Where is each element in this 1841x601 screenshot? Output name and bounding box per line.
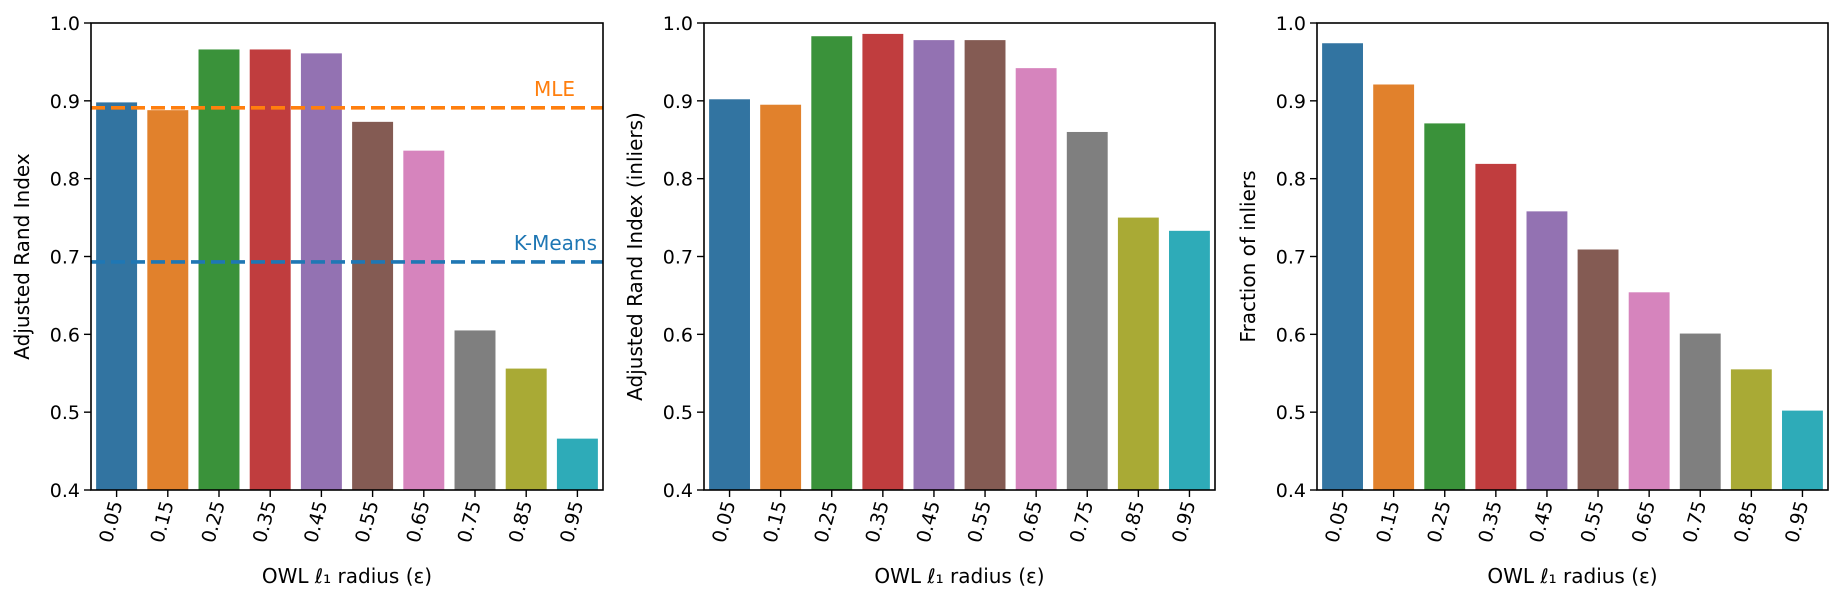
x-tick-label: 0.95 bbox=[1781, 499, 1813, 546]
y-tick-label: 0.5 bbox=[50, 402, 80, 424]
y-tick-label: 0.6 bbox=[663, 324, 693, 346]
y-tick-label: 0.9 bbox=[50, 91, 80, 113]
y-tick-label: 0.8 bbox=[663, 169, 693, 191]
x-tick-label: 0.65 bbox=[402, 499, 434, 546]
bar-0.25 bbox=[811, 36, 853, 490]
bar-0.55 bbox=[1577, 249, 1619, 490]
y-axis-label: Fraction of inliers bbox=[1236, 170, 1260, 342]
y-tick-label: 0.8 bbox=[1276, 169, 1306, 191]
bar-0.45 bbox=[913, 40, 955, 491]
x-tick-label: 0.25 bbox=[1423, 499, 1455, 546]
bar-0.95 bbox=[1169, 230, 1210, 490]
bar-0.65 bbox=[1015, 68, 1057, 490]
y-tick-label: 0.6 bbox=[1276, 324, 1306, 346]
x-tick-label: 0.45 bbox=[300, 499, 332, 546]
x-tick-label: 0.15 bbox=[759, 499, 791, 546]
bar-0.05 bbox=[709, 99, 750, 490]
bar-0.15 bbox=[147, 110, 189, 491]
x-tick-label: 0.45 bbox=[913, 499, 945, 546]
y-tick-label: 0.4 bbox=[663, 480, 693, 502]
x-axis-label: OWL ℓ₁ radius (ε) bbox=[262, 564, 432, 588]
reference-label-k-means: K-Means bbox=[514, 231, 597, 255]
x-tick-label: 0.85 bbox=[505, 499, 537, 546]
x-tick-label: 0.05 bbox=[708, 499, 740, 546]
bar-0.65 bbox=[1628, 292, 1670, 490]
x-tick-label: 0.05 bbox=[95, 499, 127, 546]
chart-panel-1: MLE K-Means 0.4 0.5 0.6 0.7 0.8 0.9 1.0 0.05 0.15 0… bbox=[10, 13, 604, 588]
x-tick-label: 0.05 bbox=[1321, 499, 1353, 546]
bar-0.05 bbox=[96, 102, 138, 490]
bar-0.85 bbox=[1117, 217, 1159, 490]
y-tick-label: 0.7 bbox=[50, 247, 80, 269]
x-tick-label: 0.85 bbox=[1730, 499, 1762, 546]
x-axis-label: OWL ℓ₁ radius (ε) bbox=[1487, 564, 1657, 588]
bar-0.45 bbox=[300, 53, 342, 491]
x-tick-label: 0.35 bbox=[861, 499, 893, 546]
y-tick-label: 0.7 bbox=[1276, 247, 1306, 269]
reference-label-mle: MLE bbox=[534, 77, 575, 101]
y-tick-label: 0.9 bbox=[1276, 91, 1306, 113]
chart-panel-2: 0.4 0.5 0.6 0.7 0.8 0.9 1.0 0.05 0.15 0.25 0.35 0.4… bbox=[623, 13, 1216, 588]
x-tick-label: 0.75 bbox=[454, 499, 486, 546]
bar-0.95 bbox=[556, 438, 598, 490]
bar-0.55 bbox=[964, 40, 1006, 491]
x-tick-label: 0.55 bbox=[351, 499, 383, 546]
x-tick-label: 0.95 bbox=[1168, 499, 1200, 546]
bar-0.75 bbox=[454, 330, 496, 490]
x-tick-label: 0.25 bbox=[198, 499, 230, 546]
x-tick-label: 0.65 bbox=[1628, 499, 1660, 546]
x-tick-label: 0.25 bbox=[810, 499, 842, 546]
y-axis-label: Adjusted Rand Index bbox=[10, 153, 34, 360]
bar-0.35 bbox=[1475, 163, 1517, 490]
y-tick-label: 0.9 bbox=[663, 91, 693, 113]
bar-0.25 bbox=[198, 49, 240, 491]
y-tick-label: 0.7 bbox=[663, 247, 693, 269]
y-tick-label: 0.5 bbox=[1276, 402, 1306, 424]
x-tick-label: 0.35 bbox=[249, 499, 281, 546]
x-tick-label: 0.55 bbox=[1577, 499, 1609, 546]
bar-0.35 bbox=[249, 49, 291, 491]
y-axis-label: Adjusted Rand Index (inliers) bbox=[623, 112, 647, 401]
x-tick-label: 0.95 bbox=[556, 499, 588, 546]
x-tick-label: 0.55 bbox=[964, 499, 996, 546]
x-tick-label: 0.35 bbox=[1474, 499, 1506, 546]
y-tick-label: 0.4 bbox=[50, 480, 80, 502]
chart-panel-3: 0.4 0.5 0.6 0.7 0.8 0.9 1.0 0.05 0.15 0.25 0.35 0.4… bbox=[1236, 13, 1829, 588]
bar-0.75 bbox=[1066, 131, 1108, 490]
bar-0.45 bbox=[1526, 211, 1568, 491]
bar-0.15 bbox=[1373, 84, 1415, 491]
x-tick-label: 0.45 bbox=[1526, 499, 1558, 546]
y-tick-label: 1.0 bbox=[50, 13, 80, 35]
y-tick-label: 0.4 bbox=[1276, 480, 1306, 502]
x-tick-label: 0.15 bbox=[1372, 499, 1404, 546]
bar-0.15 bbox=[760, 104, 802, 490]
y-tick-label: 0.8 bbox=[50, 169, 80, 191]
y-tick-label: 0.5 bbox=[663, 402, 693, 424]
bar-0.55 bbox=[352, 121, 394, 490]
x-tick-label: 0.75 bbox=[1679, 499, 1711, 546]
x-tick-label: 0.75 bbox=[1066, 499, 1098, 546]
bar-0.85 bbox=[505, 368, 547, 490]
y-tick-label: 1.0 bbox=[663, 13, 693, 35]
bar-0.05 bbox=[1322, 43, 1363, 491]
y-tick-label: 1.0 bbox=[1276, 13, 1306, 35]
bar-0.75 bbox=[1679, 333, 1721, 490]
x-axis-label: OWL ℓ₁ radius (ε) bbox=[874, 564, 1044, 588]
bar-0.65 bbox=[403, 150, 445, 490]
bar-0.85 bbox=[1730, 369, 1772, 490]
x-tick-label: 0.65 bbox=[1015, 499, 1047, 546]
x-tick-label: 0.85 bbox=[1117, 499, 1149, 546]
bar-0.25 bbox=[1424, 123, 1466, 491]
x-tick-label: 0.15 bbox=[146, 499, 178, 546]
bar-0.35 bbox=[862, 33, 904, 491]
bar-0.95 bbox=[1782, 410, 1823, 490]
y-tick-label: 0.6 bbox=[50, 324, 80, 346]
